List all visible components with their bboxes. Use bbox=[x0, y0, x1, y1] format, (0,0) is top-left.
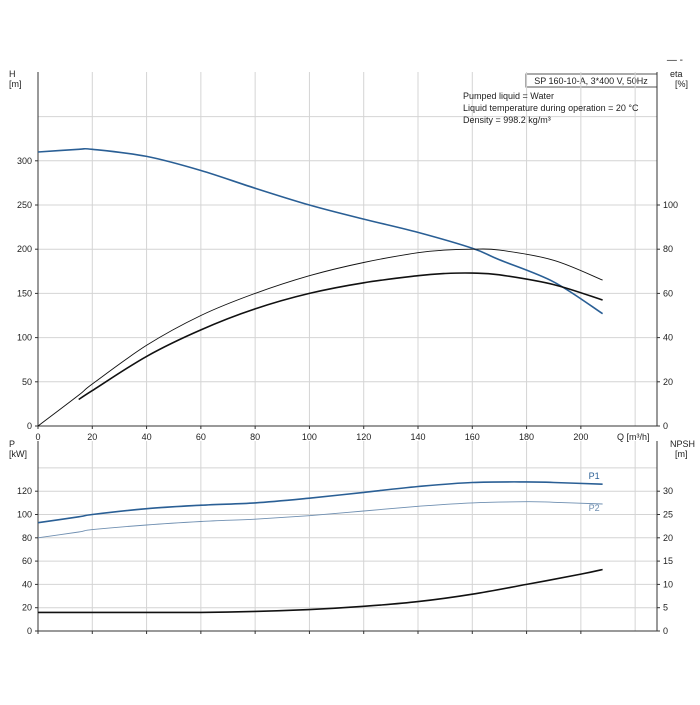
bottom-series-line-2 bbox=[38, 568, 603, 614]
top-right-tick-label: 60 bbox=[663, 288, 673, 298]
bottom-left-tick-label: 20 bbox=[22, 603, 32, 613]
top-left-tick-label: 50 bbox=[22, 377, 32, 387]
bottom-right-tick-label: 10 bbox=[663, 579, 673, 589]
top-x-tick-label: 160 bbox=[465, 432, 480, 442]
bottom-right-tick-label: 20 bbox=[663, 533, 673, 543]
bottom-left-axis-unit: [kW] bbox=[9, 449, 27, 459]
top-left-tick-label: 300 bbox=[17, 156, 32, 166]
series-label-p2: P2 bbox=[589, 503, 600, 513]
top-left-tick-label: 150 bbox=[17, 288, 32, 298]
bottom-left-tick-label: 0 bbox=[27, 626, 32, 636]
top-right-axis-unit: [%] bbox=[675, 79, 688, 89]
top-right-tick-label: 80 bbox=[663, 244, 673, 254]
top-left-tick-label: 100 bbox=[17, 333, 32, 343]
top-x-tick-label: 40 bbox=[142, 432, 152, 442]
bottom-left-tick-label: 80 bbox=[22, 533, 32, 543]
series-label-p1: P1 bbox=[589, 471, 600, 481]
bottom-left-tick-label: 60 bbox=[22, 556, 32, 566]
bottom-right-axis-title: NPSH bbox=[670, 439, 695, 449]
top-left-axis-unit: [m] bbox=[9, 79, 22, 89]
bottom-right-tick-label: 0 bbox=[663, 626, 668, 636]
bottom-left-axis-title: P bbox=[9, 439, 15, 449]
top-series-line-2 bbox=[37, 248, 603, 427]
top-x-tick-label: 0 bbox=[35, 432, 40, 442]
bottom-left-tick-label: 100 bbox=[17, 510, 32, 520]
top-left-tick-label: 200 bbox=[17, 244, 32, 254]
bottom-left-tick-label: 40 bbox=[22, 579, 32, 589]
top-x-tick-label: 200 bbox=[573, 432, 588, 442]
info-line: Pumped liquid = Water bbox=[463, 91, 554, 101]
top-x-tick-label: 100 bbox=[302, 432, 317, 442]
top-right-tick-label: 0 bbox=[663, 421, 668, 431]
top-x-axis-label: Q [m³/h] bbox=[617, 432, 650, 442]
top-left-tick-label: 0 bbox=[27, 421, 32, 431]
top-x-tick-label: 180 bbox=[519, 432, 534, 442]
top-right-tick-label: 40 bbox=[663, 333, 673, 343]
top-x-tick-label: 140 bbox=[410, 432, 425, 442]
info-line: Density = 998.2 kg/m³ bbox=[463, 115, 551, 125]
info-line: Liquid temperature during operation = 20… bbox=[463, 103, 639, 113]
top-left-tick-label: 250 bbox=[17, 200, 32, 210]
bottom-right-tick-label: 30 bbox=[663, 486, 673, 496]
bottom-series-line-0 bbox=[37, 481, 603, 524]
top-right-axis-title: eta bbox=[670, 69, 683, 79]
bottom-right-tick-label: 25 bbox=[663, 510, 673, 520]
top-x-tick-label: 60 bbox=[196, 432, 206, 442]
bottom-right-tick-label: 15 bbox=[663, 556, 673, 566]
top-x-tick-label: 80 bbox=[250, 432, 260, 442]
bottom-right-tick-label: 5 bbox=[663, 603, 668, 613]
legend-title: SP 160-10-A, 3*400 V, 50Hz bbox=[534, 76, 648, 86]
bottom-series-line-1 bbox=[37, 501, 603, 539]
top-left-axis-title: H bbox=[9, 69, 16, 79]
top-right-tick-label: 20 bbox=[663, 377, 673, 387]
top-right-tick-label: 100 bbox=[663, 200, 678, 210]
corner-mark: — - bbox=[667, 55, 683, 66]
bottom-left-tick-label: 120 bbox=[17, 486, 32, 496]
top-series-line-1 bbox=[78, 272, 603, 401]
top-series-line-0 bbox=[37, 147, 604, 315]
bottom-right-axis-unit: [m] bbox=[675, 449, 688, 459]
top-x-tick-label: 20 bbox=[87, 432, 97, 442]
top-x-tick-label: 120 bbox=[356, 432, 371, 442]
